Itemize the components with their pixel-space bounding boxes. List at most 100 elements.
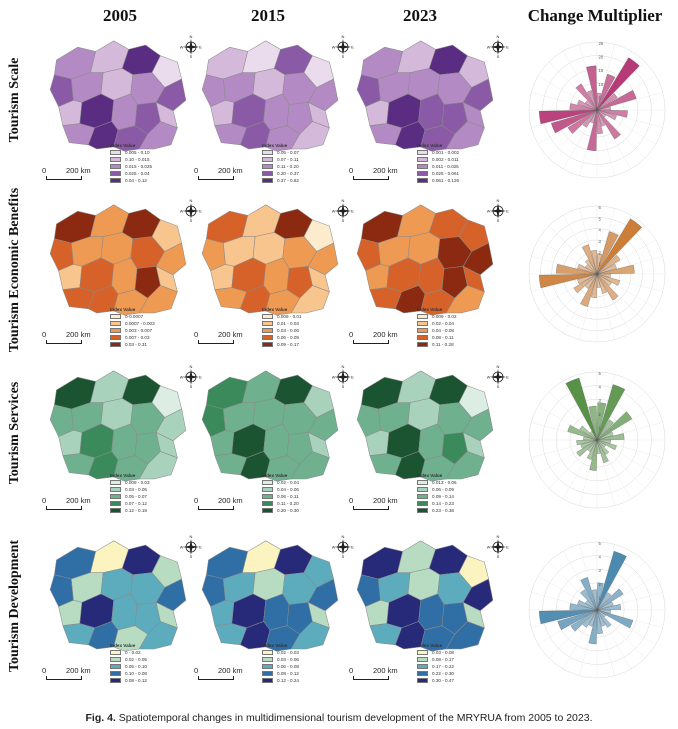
scale-bar-line xyxy=(46,506,82,510)
legend-label: 0.05 - 0.07 xyxy=(125,494,147,499)
legend-item: 0.08 - 0.17 xyxy=(417,656,454,663)
compass-label-w: W xyxy=(180,45,184,50)
legend-swatch xyxy=(262,501,273,506)
legend-item: 0.04 - 0.08 xyxy=(417,327,457,334)
legend-swatch xyxy=(262,487,273,492)
radial-bar xyxy=(582,244,598,275)
legend-swatch xyxy=(262,494,273,499)
radial-bar xyxy=(596,218,642,275)
legend-label: 0.05 - 0.10 xyxy=(125,664,147,669)
map-region xyxy=(138,621,178,650)
radial-grid-spoke xyxy=(596,44,615,111)
compass-rose-icon: N S W E xyxy=(180,534,202,558)
legend-item: 0.013 - 0.06 xyxy=(417,479,457,486)
radial-bar xyxy=(596,582,604,611)
legend-swatch xyxy=(262,671,273,676)
legend-swatch xyxy=(262,157,273,162)
legend-item: 0.03 - 0.06 xyxy=(262,327,302,334)
radial-tick-label: 3 xyxy=(599,568,602,573)
map-legend: Index Value 0.013 - 0.06 0.06 - 0.09 0.09 -… xyxy=(417,473,457,514)
legend-swatch xyxy=(417,314,428,319)
legend-item: 0.03 - 0.08 xyxy=(417,649,454,656)
compass-rose-icon: N S W E xyxy=(332,198,354,222)
legend-item: 0.05 - 0.10 xyxy=(110,663,147,670)
map-region xyxy=(462,578,494,612)
scale-bar-line xyxy=(353,676,389,680)
legend-swatch xyxy=(417,650,428,655)
legend-item: 0.08 - 0.12 xyxy=(110,677,147,684)
compass-label-w: W xyxy=(332,545,336,550)
legend-swatch xyxy=(417,664,428,669)
legend-item: 0.23 - 0.38 xyxy=(417,507,457,514)
scale-bar-zero: 0 xyxy=(42,496,47,505)
legend-item: 0.009 - 0.03 xyxy=(110,479,150,486)
map-legend: Index Value 0.009 - 0.01 0.01 - 0.03 0.03 -… xyxy=(262,307,302,348)
legend-swatch xyxy=(417,321,428,326)
column-header-2023: 2023 xyxy=(403,6,437,25)
scale-bar: 0 200 km xyxy=(42,496,102,514)
scale-bar-zero: 0 xyxy=(42,666,47,675)
radial-grid-spoke xyxy=(596,422,663,441)
legend-label: 0.12 - 0.24 xyxy=(277,678,299,683)
radial-tick-label: 3 xyxy=(599,239,602,244)
radial-grid-spoke xyxy=(596,609,656,645)
radial-grid-spoke xyxy=(579,273,598,340)
radial-bar xyxy=(565,377,598,441)
legend-swatch xyxy=(417,487,428,492)
legend-item: 0.22 - 0.30 xyxy=(417,670,454,677)
scale-bar-zero: 0 xyxy=(194,166,199,175)
radial-bar xyxy=(577,599,598,611)
scale-bar: 0 200 km xyxy=(194,166,254,184)
radial-bar xyxy=(596,551,627,611)
scale-bar-label: 200 km xyxy=(373,496,398,505)
scale-bar-label: 200 km xyxy=(373,166,398,175)
map-legend: Index Value 0.03 - 0.08 0.08 - 0.17 0.17 - … xyxy=(417,643,454,684)
radial-bar xyxy=(587,439,598,452)
radial-bar xyxy=(577,273,598,285)
radial-tick-label: 4 xyxy=(599,228,602,233)
map-region xyxy=(155,242,187,276)
compass-label-w: W xyxy=(180,375,184,380)
compass-rose-icon: N S W E xyxy=(180,364,202,388)
legend-label: 0.03 - 0.06 xyxy=(277,328,299,333)
scale-bar: 0 200 km xyxy=(349,166,409,184)
radial-grid-spoke xyxy=(562,273,598,333)
radial-grid-spoke xyxy=(548,561,598,611)
radial-bar xyxy=(596,273,608,294)
legend-title: Index Value xyxy=(110,473,136,478)
legend-label: 0.02 - 0.04 xyxy=(277,480,299,485)
radial-grid-spoke xyxy=(596,609,646,659)
column-header-2005: 2005 xyxy=(103,6,137,25)
legend-title: Index Value xyxy=(110,143,136,148)
radial-bar xyxy=(596,109,617,121)
radial-grid-spoke xyxy=(596,215,632,275)
legend-label: 0.08 - 0.12 xyxy=(277,671,299,676)
compass-label-s: S xyxy=(342,554,345,558)
scale-bar-zero: 0 xyxy=(349,330,354,339)
legend-swatch xyxy=(417,501,428,506)
choropleth-map-row1-year2 xyxy=(356,204,494,316)
compass-label-n: N xyxy=(342,34,345,39)
radial-grid-spoke xyxy=(596,225,646,275)
legend-swatch xyxy=(262,480,273,485)
radial-grid-spoke xyxy=(596,61,646,111)
radial-bar xyxy=(577,99,598,111)
legend-swatch xyxy=(417,480,428,485)
map-legend: Index Value 0 - 0.02 0.02 - 0.05 0.05 - 0.1… xyxy=(110,643,147,684)
scale-bar-line xyxy=(198,340,234,344)
choropleth-map-row1-year1 xyxy=(201,204,339,316)
column-header-change-multiplier: Change Multiplier xyxy=(527,6,663,25)
legend-item: 0.015 - 0.025 xyxy=(110,163,152,170)
radial-change-chart-row3: 1 2 3 4 5 xyxy=(528,541,666,679)
compass-label-n: N xyxy=(190,198,193,203)
legend-label: 0.05 - 0.07 xyxy=(277,150,299,155)
map-region xyxy=(307,78,339,112)
legend-swatch xyxy=(262,335,273,340)
map-region xyxy=(155,578,187,612)
legend-item: 0.08 - 0.12 xyxy=(262,670,299,677)
radial-tick-label: 5 xyxy=(599,95,602,100)
map-region xyxy=(462,408,494,442)
radial-grid-spoke xyxy=(596,391,646,441)
radial-grid-spoke xyxy=(596,609,663,628)
legend-label: 0.01 - 0.03 xyxy=(277,321,299,326)
